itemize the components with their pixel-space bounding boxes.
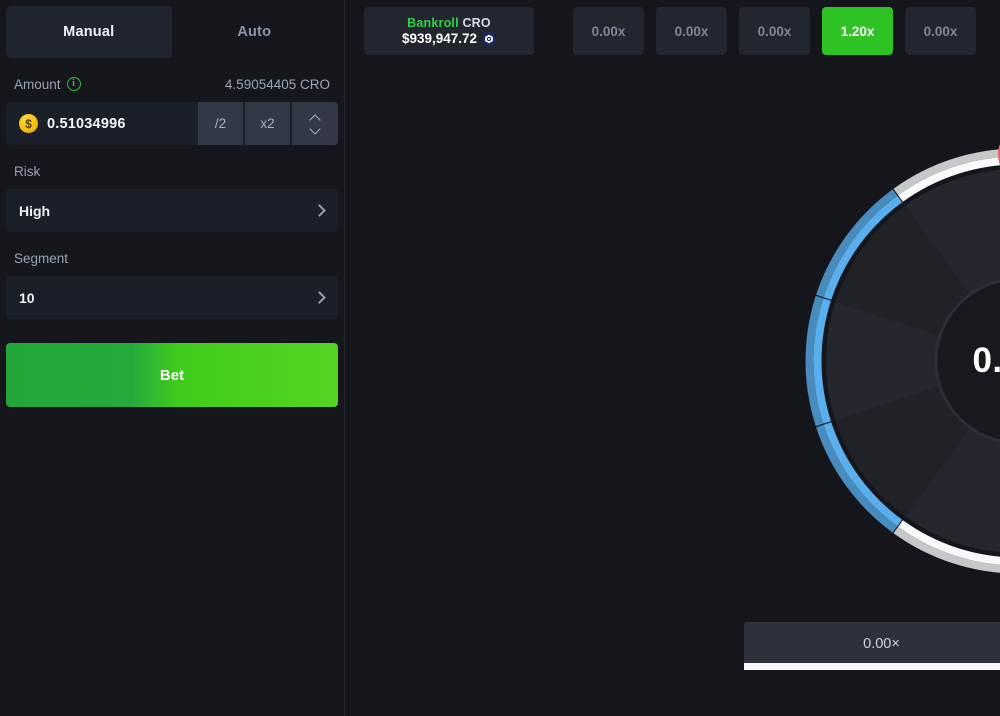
segment-value: 10 [19,289,35,306]
amount-label-row: Amount i 4.59054405 CRO [0,69,344,99]
history-chip-4-label: 1.20x [840,23,875,39]
wheel-ring-seg-9-outer [893,149,1000,196]
bet-button[interactable]: Bet [6,343,338,407]
mode-tabs: Manual Auto [6,6,337,58]
bankroll-amount-row: $939,947.72 [401,31,497,46]
halve-amount-label: /2 [214,116,227,131]
amount-value: 0.51034996 [47,115,126,132]
bankroll-card: Bankroll CRO $939,947.72 [364,7,534,55]
history-chip-3-label: 0.00x [757,23,792,39]
risk-value: High [19,202,51,219]
amount-stepper[interactable] [290,102,338,145]
payout-bar-0 [744,663,1000,670]
wheel-ring-seg-9-inner [898,157,1000,202]
wheel-ring-seg-6-inner [823,422,903,527]
game-area: Bankroll CRO $939,947.72 0.00x 0.00x [345,0,1000,716]
wheel-ring-seg-7-inner [813,298,831,424]
history-chip-1[interactable]: 0.00x [573,7,644,55]
wheel-ring-seg-8-outer [816,189,898,298]
chevron-right-icon [313,291,326,304]
double-amount-label: x2 [260,116,275,131]
bankroll-amount: $939,947.72 [401,31,478,46]
chevron-right-icon [313,204,326,217]
wheel-ring-seg-7-outer [805,295,824,427]
history-chip-5[interactable]: 0.00x [905,7,976,55]
fortune-wheel[interactable]: 0.00× [796,139,1000,583]
payout-bars: 0.00× 9.90× [744,622,1000,670]
risk-select[interactable]: High [6,189,338,232]
segment-select[interactable]: 10 [6,276,338,319]
risk-label-row: Risk [0,156,344,186]
halve-amount-button[interactable]: /2 [196,102,243,145]
tab-manual-label: Manual [63,24,115,40]
history-chip-5-label: 0.00x [923,23,958,39]
bankroll-currency: CRO [462,16,491,30]
payout-card-0[interactable]: 0.00× [744,622,1000,670]
dollar-coin-icon: $ [19,114,38,133]
amount-label-text: Amount [14,76,61,92]
top-bar: Bankroll CRO $939,947.72 0.00x 0.00x [364,7,982,55]
wheel-hub [934,279,1000,443]
history-chip-2[interactable]: 0.00x [656,7,727,55]
amount-input[interactable]: $ 0.51034996 [6,102,196,145]
cro-coin-icon [482,31,497,46]
bet-controls-sidebar: Manual Auto Amount i 4.59054405 CRO $ 0.… [0,0,345,716]
wheel-ring-seg-6-outer [816,424,898,533]
risk-label: Risk [14,163,41,179]
history-chips: 0.00x 0.00x 0.00x 1.20x 0.00x [573,7,976,55]
wheel-ring-seg-5-outer [893,526,1000,573]
history-chip-3[interactable]: 0.00x [739,7,810,55]
double-amount-button[interactable]: x2 [243,102,290,145]
amount-label: Amount i [14,77,81,92]
info-icon[interactable]: i [66,77,81,91]
bet-button-label: Bet [159,366,185,384]
wheel-graphic [805,144,1000,573]
wheel-ring-outer [805,149,1000,573]
chevron-down-icon[interactable] [310,126,321,132]
history-chip-2-label: 0.00x [674,23,709,39]
payout-value-0: 0.00× [863,635,900,652]
segment-label-row: Segment [0,243,344,273]
segment-label: Segment [14,250,69,266]
tab-auto[interactable]: Auto [172,6,338,58]
amount-input-group: $ 0.51034996 /2 x2 [6,102,338,145]
bankroll-label: Bankroll [407,16,459,30]
wheel-ring-seg-5-inner [898,520,1000,565]
wheel-wedge-7 [826,301,1000,421]
wheel-ring-seg-8-inner [823,195,903,300]
tab-manual[interactable]: Manual [6,6,172,58]
chevron-up-icon[interactable] [310,115,321,121]
wheel-ring-inner [813,157,1000,565]
amount-converted: 4.59054405 CRO [224,76,330,92]
tab-auto-label: Auto [237,24,272,40]
bankroll-title: Bankroll CRO [407,16,491,30]
history-chip-4[interactable]: 1.20x [822,7,893,55]
history-chip-1-label: 0.00x [591,23,626,39]
